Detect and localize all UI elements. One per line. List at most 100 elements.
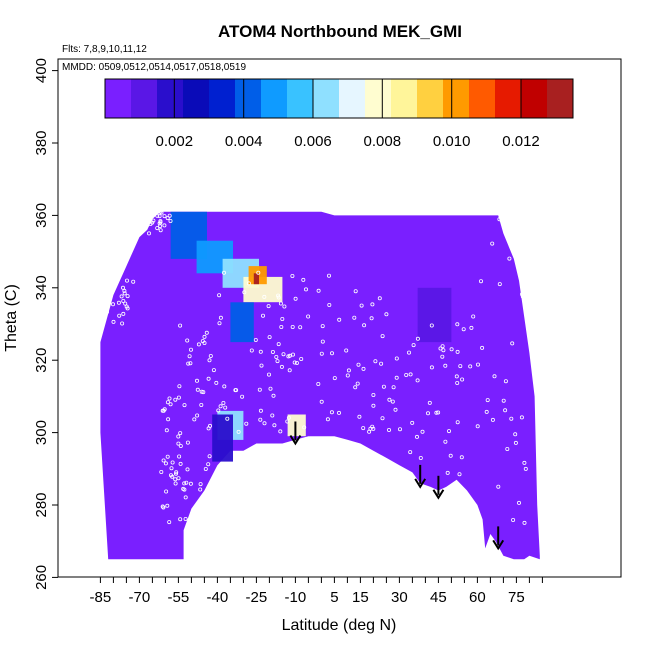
sample-point bbox=[165, 454, 170, 459]
sample-point bbox=[523, 466, 528, 471]
sample-point bbox=[458, 364, 463, 369]
sample-point bbox=[116, 300, 121, 305]
sample-point bbox=[225, 416, 230, 421]
sample-point bbox=[475, 362, 480, 367]
x-tick-label: 15 bbox=[352, 589, 369, 606]
colorbar-swatch bbox=[339, 79, 366, 118]
sample-point bbox=[380, 416, 385, 421]
sample-point bbox=[173, 477, 178, 482]
sample-point bbox=[173, 397, 178, 402]
sample-point bbox=[384, 312, 389, 317]
sample-point bbox=[460, 377, 465, 382]
sample-point bbox=[415, 378, 420, 383]
sample-point bbox=[353, 289, 358, 294]
sample-point bbox=[505, 446, 510, 451]
colorbar-tick-label: 0.004 bbox=[225, 133, 263, 150]
colorbar-swatch bbox=[417, 79, 444, 118]
sample-point bbox=[268, 386, 273, 391]
sample-point bbox=[111, 302, 116, 307]
sample-point bbox=[520, 294, 525, 299]
sample-point bbox=[168, 473, 173, 478]
sample-point bbox=[169, 466, 174, 471]
sample-point bbox=[281, 352, 286, 357]
sample-point bbox=[185, 338, 190, 343]
sample-point bbox=[117, 313, 122, 318]
sample-point bbox=[377, 296, 382, 301]
colorbar-swatch bbox=[521, 79, 548, 118]
sample-point bbox=[157, 214, 162, 219]
sample-point bbox=[346, 368, 351, 373]
y-tick-label: 340 bbox=[33, 275, 50, 300]
sample-point bbox=[177, 454, 182, 459]
sample-point bbox=[164, 428, 169, 433]
sample-point bbox=[286, 354, 291, 359]
sample-point bbox=[129, 243, 134, 248]
sample-point bbox=[253, 337, 258, 342]
sample-point bbox=[290, 324, 295, 329]
sample-point bbox=[387, 397, 392, 402]
sample-point bbox=[122, 288, 127, 293]
sample-point bbox=[115, 245, 120, 250]
sample-point bbox=[118, 258, 123, 263]
sample-point bbox=[120, 321, 125, 326]
sample-point bbox=[276, 293, 281, 298]
sample-point bbox=[183, 495, 188, 500]
sample-point bbox=[285, 419, 290, 424]
colorbar: 0.002 0.004 0.006 0.008 0.010 0.012 bbox=[104, 78, 574, 150]
colorbar-swatch bbox=[469, 79, 496, 118]
sample-point bbox=[137, 215, 142, 220]
sample-point bbox=[276, 295, 281, 300]
sample-point bbox=[257, 387, 262, 392]
sample-point bbox=[125, 306, 130, 311]
sample-point bbox=[103, 250, 108, 255]
colorbar-tick-label: 0.006 bbox=[294, 133, 332, 150]
sample-point bbox=[455, 380, 460, 385]
x-tick-label: 45 bbox=[430, 589, 447, 606]
sample-point bbox=[203, 466, 208, 471]
sample-point bbox=[162, 214, 167, 219]
sample-point bbox=[507, 256, 512, 261]
sample-point bbox=[357, 414, 362, 419]
sample-point bbox=[176, 395, 181, 400]
sample-point bbox=[195, 413, 200, 418]
sample-point bbox=[513, 440, 518, 445]
colorbar-tick-label: 0.008 bbox=[364, 133, 402, 150]
sample-point bbox=[457, 472, 462, 477]
sample-point bbox=[155, 213, 160, 218]
sample-point bbox=[368, 426, 373, 431]
sample-point bbox=[216, 408, 221, 413]
sample-point bbox=[206, 376, 211, 381]
sample-point bbox=[111, 236, 116, 241]
sample-point bbox=[520, 292, 525, 297]
sample-point bbox=[161, 458, 166, 463]
sample-point bbox=[513, 432, 518, 437]
sample-point bbox=[266, 372, 271, 377]
sample-point bbox=[178, 323, 183, 328]
sample-point bbox=[119, 294, 124, 299]
sample-point bbox=[361, 366, 366, 371]
sample-point bbox=[111, 242, 116, 247]
sample-point bbox=[204, 330, 209, 335]
sample-point bbox=[145, 223, 150, 228]
sample-point bbox=[294, 360, 299, 365]
sample-point bbox=[370, 302, 375, 307]
sample-point bbox=[306, 314, 311, 319]
sample-point bbox=[371, 403, 376, 408]
sample-point bbox=[249, 348, 254, 353]
sample-point bbox=[390, 399, 395, 404]
sample-point bbox=[143, 217, 148, 222]
sample-point bbox=[258, 349, 263, 354]
sample-point bbox=[337, 317, 342, 322]
sample-point bbox=[165, 400, 170, 405]
sample-point bbox=[484, 409, 489, 414]
sample-point bbox=[471, 314, 476, 319]
sample-point bbox=[445, 470, 450, 475]
x-axis-label: Latitude (deg N) bbox=[282, 617, 397, 634]
x-tick-label: -40 bbox=[207, 589, 229, 606]
sample-point bbox=[526, 327, 531, 332]
colorbar-swatch bbox=[313, 79, 340, 118]
sample-point bbox=[162, 206, 167, 211]
sample-point bbox=[217, 321, 222, 326]
sample-point bbox=[221, 400, 226, 405]
sample-point bbox=[122, 291, 127, 296]
